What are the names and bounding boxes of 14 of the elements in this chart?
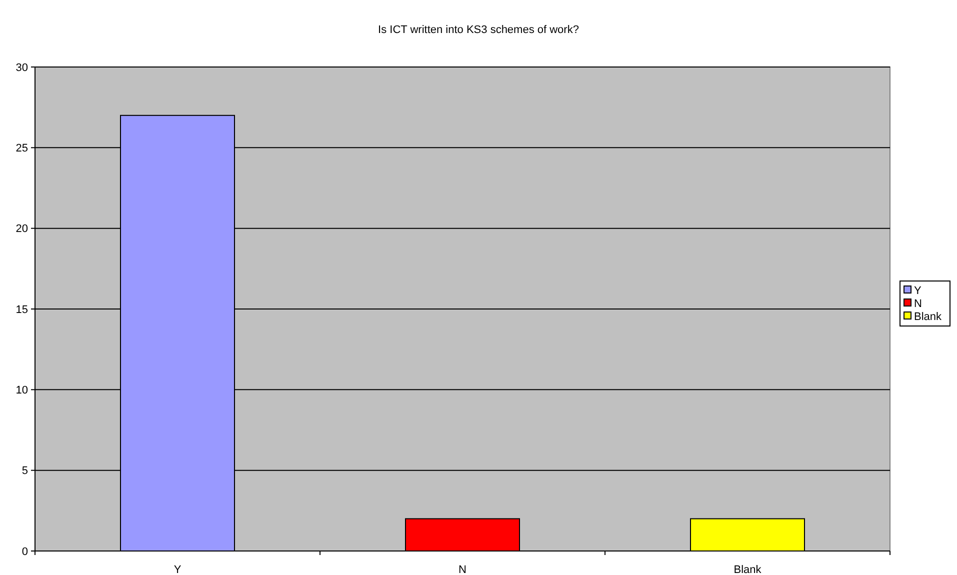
y-tick-label: 10	[16, 384, 28, 397]
legend-label: Blank	[914, 310, 942, 323]
x-tick-label: Y	[174, 564, 182, 575]
legend-label: Y	[914, 284, 922, 297]
x-tick-label: Blank	[734, 564, 762, 575]
legend-label: N	[914, 298, 922, 310]
y-tick-label: 25	[16, 142, 28, 155]
y-tick-label: 20	[16, 223, 28, 236]
y-tick-label: 0	[22, 546, 28, 558]
x-tick-label: N	[458, 564, 467, 575]
chart-title: Is ICT written into KS3 schemes of work?	[378, 24, 579, 36]
y-tick-label: 15	[16, 304, 28, 316]
y-tick-label: 30	[16, 62, 28, 74]
y-tick-label: 5	[22, 465, 28, 478]
